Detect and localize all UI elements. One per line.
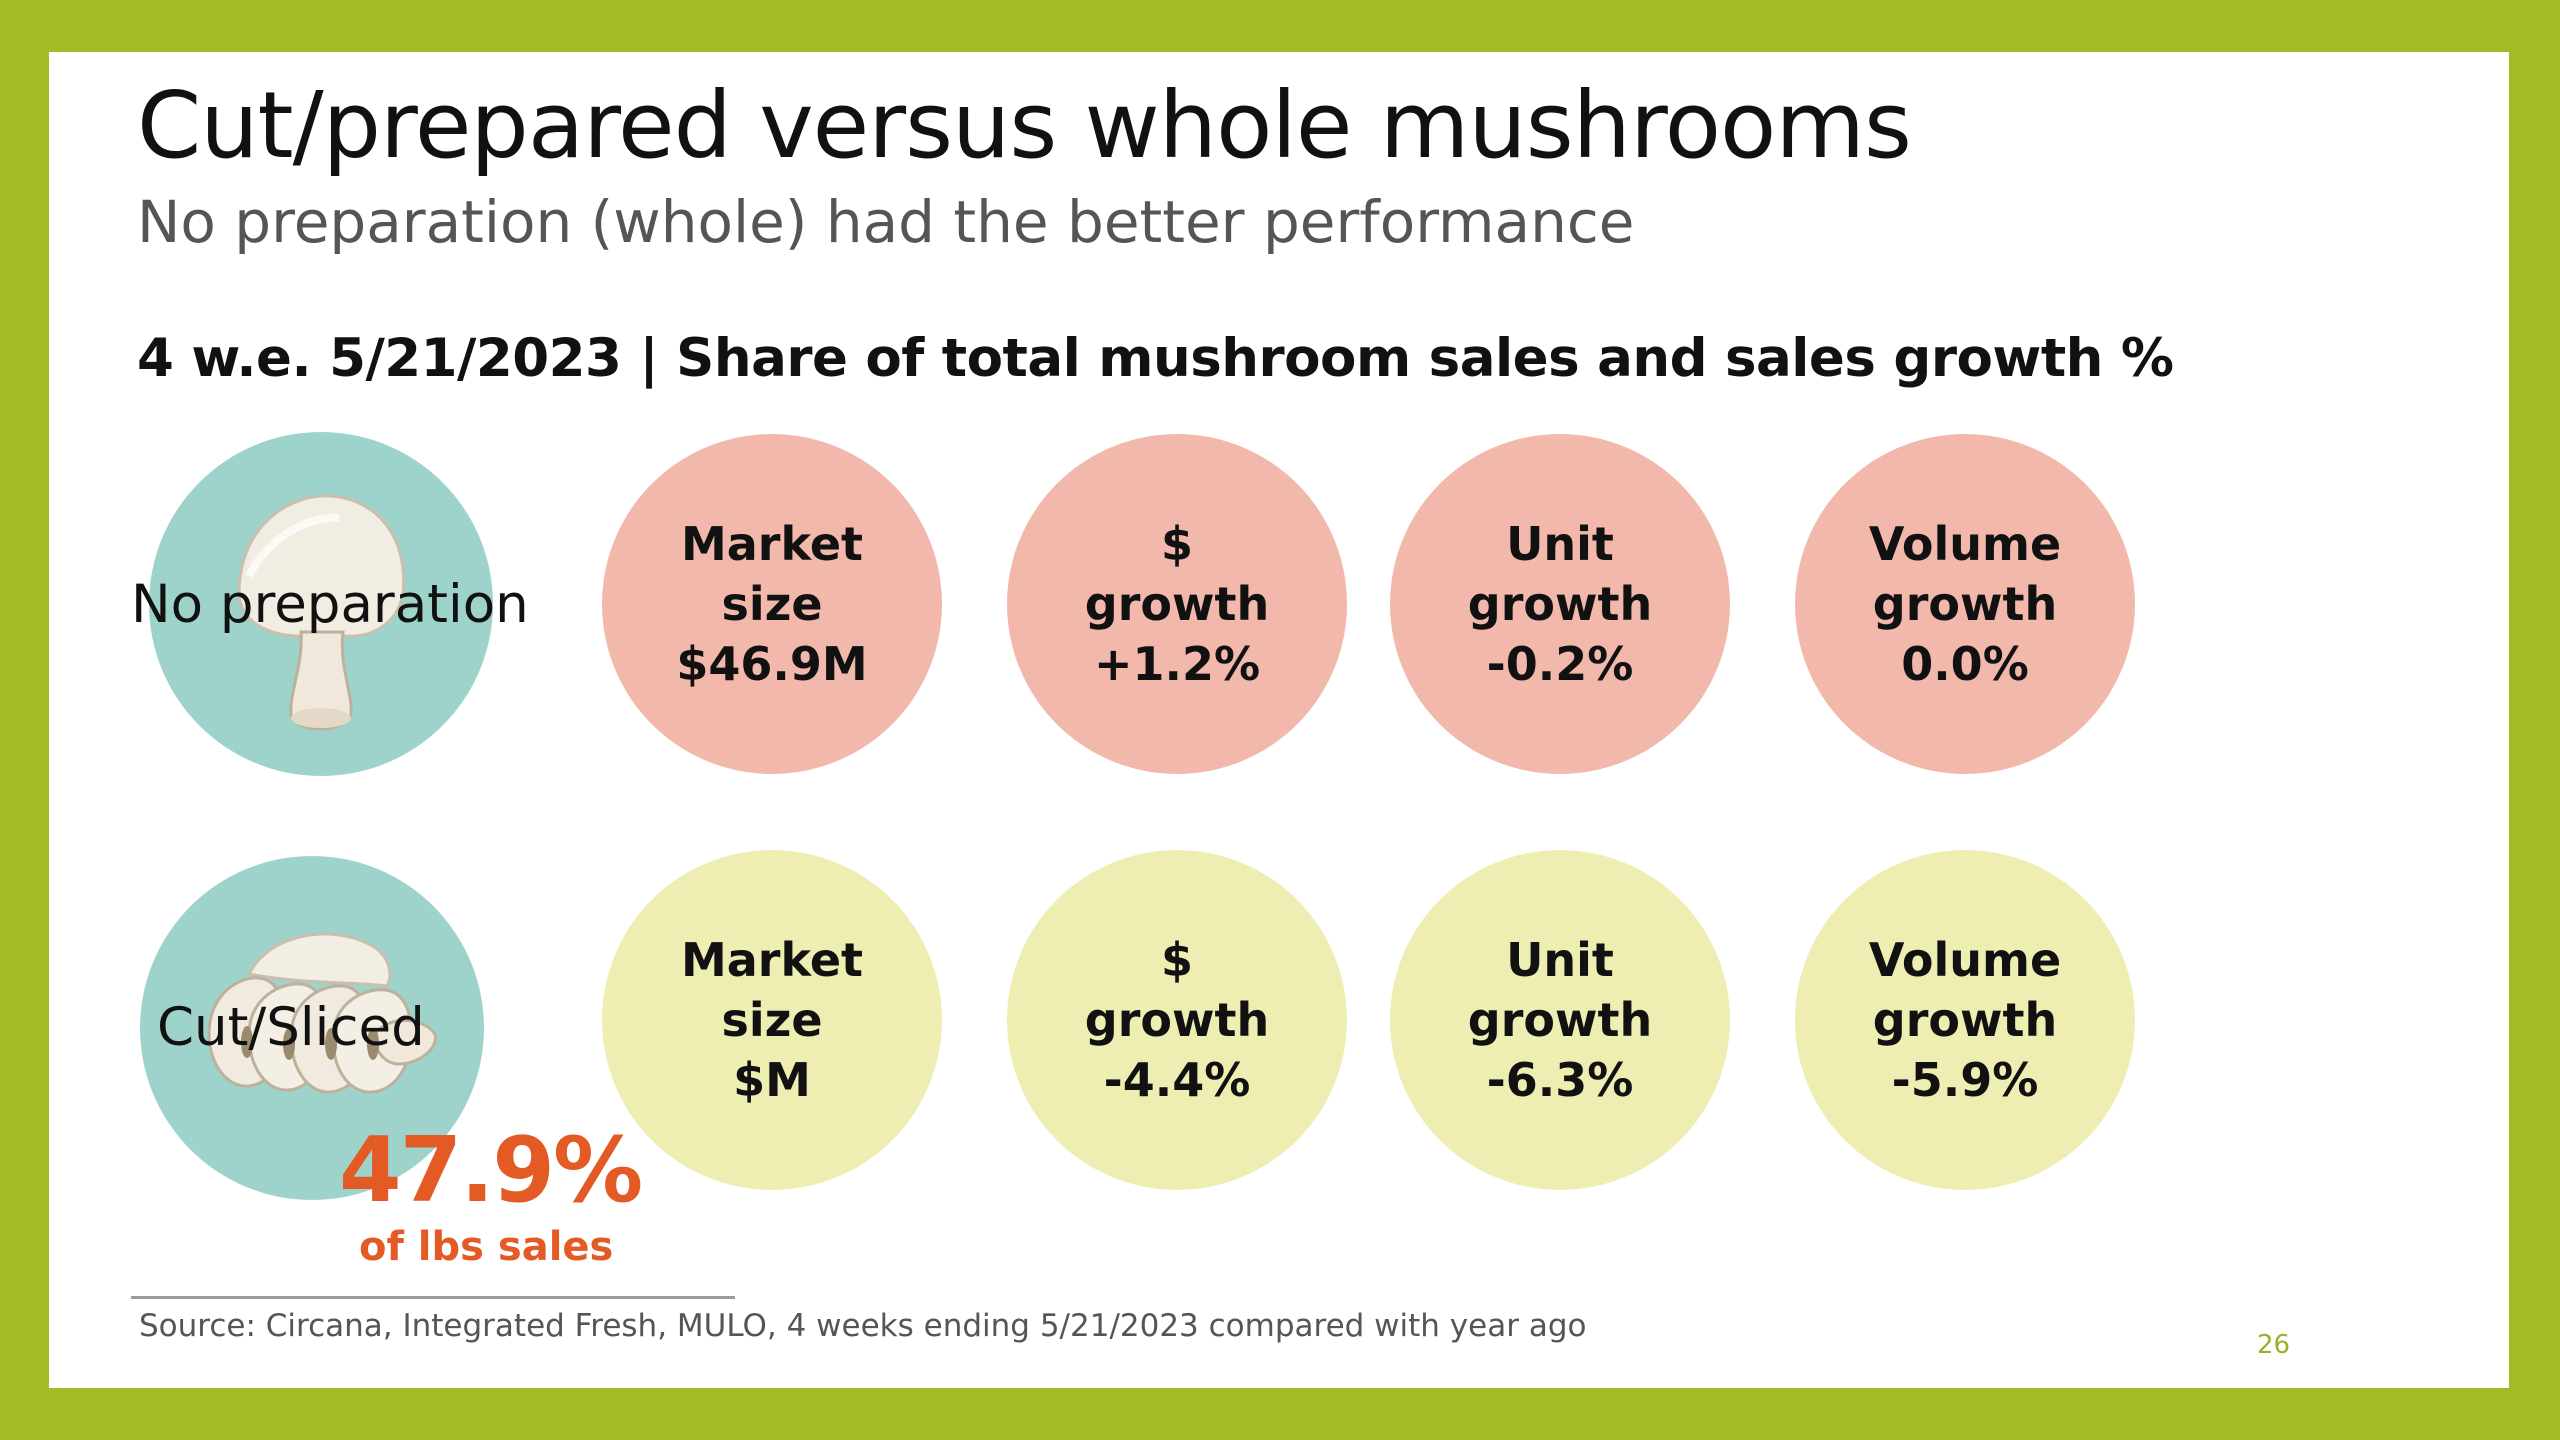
metric-value: +1.2% [1093,637,1261,691]
metric-line: growth [1467,577,1653,631]
metric-line: growth [1872,577,2058,631]
volume-growth-circle: Volume growth 0.0% [1795,434,2135,774]
slide: Cut/prepared versus whole mushrooms No p… [49,52,2509,1388]
metric-value: $46.9M [676,637,868,691]
metric-line: Market [680,517,864,571]
market-size-circle: Market size $46.9M [602,434,942,774]
metric-value: -5.9% [1891,1053,2039,1107]
metric-line: $ [1160,517,1193,571]
dollar-growth-circle: $ growth +1.2% [1007,434,1347,774]
metric-line: growth [1084,577,1270,631]
category-label: No preparation [131,574,529,635]
metric-line: Unit [1506,517,1614,571]
source-note: Source: Circana, Integrated Fresh, MULO,… [139,1308,1587,1344]
metric-line: Volume [1868,933,2062,987]
metric-line: growth [1467,993,1653,1047]
metric-line: Unit [1506,933,1614,987]
metric-line: growth [1872,993,2058,1047]
section-heading: 4 w.e. 5/21/2023 | Share of total mushro… [137,328,2174,389]
row-no-preparation: No preparation Market size $46.9M $ grow… [49,432,2509,792]
whole-mushroom-icon [237,494,406,731]
metric-line: size [721,993,823,1047]
metric-value: -4.4% [1103,1053,1251,1107]
metric-line: growth [1084,993,1270,1047]
metric-line: Volume [1868,517,2062,571]
metric-value: -6.3% [1486,1053,1634,1107]
unit-growth-circle: Unit growth -6.3% [1390,850,1730,1190]
metric-value: 0.0% [1901,637,2029,691]
sliced-mushroom-icon [207,932,437,1094]
unit-growth-circle: Unit growth -0.2% [1390,434,1730,774]
metric-value: $M [733,1053,811,1107]
market-size-circle: Market size $M [602,850,942,1190]
row-cut-sliced: Cut/Sliced Market size $M $ growth -4.4%… [49,844,2509,1204]
share-value: 47.9% [339,1118,643,1223]
category-label: Cut/Sliced [157,997,425,1058]
share-caption: of lbs sales [359,1224,614,1270]
metric-line: size [721,577,823,631]
source-divider [131,1296,735,1299]
slide-title: Cut/prepared versus whole mushrooms [137,72,1912,179]
metric-line: $ [1160,933,1193,987]
metric-value: -0.2% [1486,637,1634,691]
slide-subtitle: No preparation (whole) had the better pe… [137,188,1635,256]
page-number: 26 [2257,1330,2291,1360]
volume-growth-circle: Volume growth -5.9% [1795,850,2135,1190]
metric-line: Market [680,933,864,987]
dollar-growth-circle: $ growth -4.4% [1007,850,1347,1190]
